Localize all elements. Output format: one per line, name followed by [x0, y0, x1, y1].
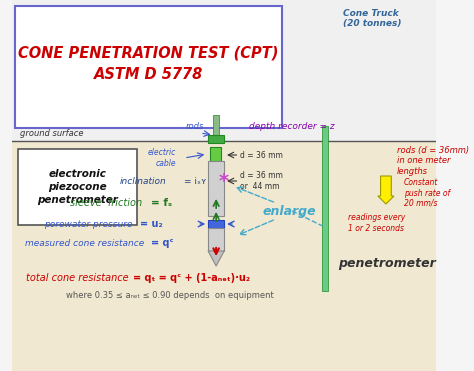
Text: d = 36 mm
or  44 mm: d = 36 mm or 44 mm [240, 171, 283, 191]
Text: depth recorder = z: depth recorder = z [249, 122, 335, 131]
Text: readings every
1 or 2 seconds: readings every 1 or 2 seconds [347, 213, 405, 233]
Text: CONE PENETRATION TEST (CPT): CONE PENETRATION TEST (CPT) [18, 46, 278, 60]
Bar [208, 220, 224, 228]
Text: rods: rods [186, 122, 204, 131]
Text: = u₂: = u₂ [140, 219, 163, 229]
FancyBboxPatch shape [18, 149, 137, 225]
Text: porewater pressure: porewater pressure [45, 220, 133, 229]
Text: total cone resistance: total cone resistance [26, 273, 128, 283]
Text: = fₛ: = fₛ [151, 198, 172, 208]
Bar [208, 161, 224, 216]
Text: = qᶜ: = qᶜ [151, 238, 173, 248]
Text: Cone Truck
(20 tonnes): Cone Truck (20 tonnes) [343, 9, 401, 29]
Text: electronic
piezocone
penetrometer: electronic piezocone penetrometer [37, 169, 118, 205]
Polygon shape [208, 251, 224, 266]
Text: electric
cable: electric cable [147, 148, 176, 168]
Text: d = 36 mm: d = 36 mm [240, 151, 283, 160]
Bar [208, 135, 224, 143]
Text: where 0.35 ≤ aₙₑₜ ≤ 0.90 depends  on equipment: where 0.35 ≤ aₙₑₜ ≤ 0.90 depends on equi… [66, 292, 274, 301]
FancyBboxPatch shape [15, 6, 283, 128]
Bar [322, 126, 328, 291]
Text: ASTM D 5778: ASTM D 5778 [93, 66, 203, 82]
Text: *: * [218, 171, 228, 190]
Bar [208, 228, 224, 251]
Bar [12, 0, 436, 141]
Text: rods (d = 36mm)
in one meter
lengths: rods (d = 36mm) in one meter lengths [397, 146, 469, 176]
FancyArrow shape [378, 176, 394, 204]
Bar [12, 141, 436, 371]
Text: sleeve  friction: sleeve friction [70, 198, 142, 208]
Text: = qₜ = qᶜ + (1-aₙₑₜ)·u₂: = qₜ = qᶜ + (1-aₙₑₜ)·u₂ [133, 273, 250, 283]
Text: penetrometer: penetrometer [338, 256, 437, 269]
Text: enlarge: enlarge [263, 204, 316, 217]
Text: = iₓʏ: = iₓʏ [184, 177, 207, 186]
Bar [210, 147, 220, 161]
Text: Constant
push rate of
20 mm/s: Constant push rate of 20 mm/s [404, 178, 450, 208]
Text: measured cone resistance: measured cone resistance [26, 239, 145, 247]
Text: ground surface: ground surface [19, 129, 83, 138]
Text: inclination: inclination [119, 177, 166, 186]
Bar [213, 115, 219, 135]
